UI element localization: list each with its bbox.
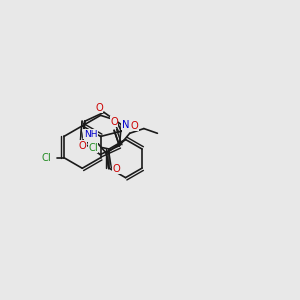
Text: O: O xyxy=(131,121,139,131)
Text: N: N xyxy=(122,120,129,130)
Text: NH: NH xyxy=(84,130,97,139)
Text: O: O xyxy=(95,103,103,113)
Text: O: O xyxy=(113,164,121,174)
Text: Cl: Cl xyxy=(88,142,98,153)
Text: Cl: Cl xyxy=(42,153,52,163)
Text: O: O xyxy=(110,117,118,127)
Text: O: O xyxy=(79,141,87,151)
